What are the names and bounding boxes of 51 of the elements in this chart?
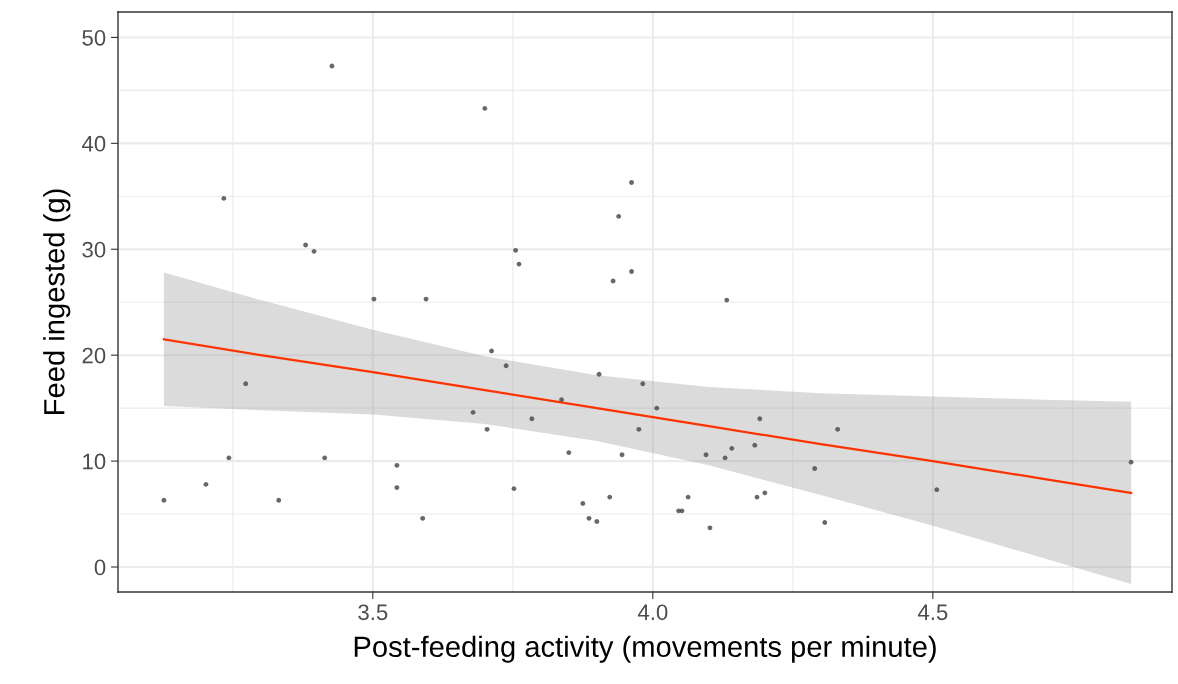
point — [594, 519, 600, 524]
point — [420, 515, 426, 521]
point — [636, 426, 642, 432]
y-tick-label: 10 — [83, 453, 106, 470]
point — [484, 426, 490, 432]
point — [724, 297, 730, 303]
y-tick-label: 50 — [82, 29, 106, 46]
point — [529, 416, 535, 422]
y-tick-label: 20 — [82, 347, 106, 364]
point — [221, 196, 227, 201]
point — [322, 455, 328, 461]
point — [276, 497, 282, 503]
point — [161, 497, 167, 503]
y-axis-title: Feed ingested (g) — [43, 189, 71, 414]
y-tick-label: 30 — [82, 241, 106, 258]
y-tick-label: 40 — [81, 135, 106, 152]
point — [203, 481, 209, 487]
point — [513, 247, 519, 253]
point — [566, 450, 572, 456]
x-tick-label: 4.0 — [637, 604, 668, 621]
point — [482, 105, 488, 111]
point — [586, 515, 592, 521]
point — [394, 462, 400, 468]
point — [559, 397, 564, 403]
point — [654, 405, 660, 411]
point — [607, 494, 613, 500]
point — [703, 452, 709, 458]
point — [619, 452, 625, 458]
y-tick-label: 0 — [94, 559, 106, 576]
point — [752, 442, 758, 448]
x-axis-title: Post-feeding activity (movements per minute) — [354, 635, 936, 663]
line-series — [162, 338, 1133, 494]
point — [934, 487, 940, 493]
point — [596, 371, 602, 377]
point — [729, 445, 735, 451]
point — [640, 381, 646, 387]
point — [707, 525, 713, 531]
x-tick-label: 4.5 — [917, 604, 948, 621]
point — [394, 485, 400, 490]
point — [580, 501, 586, 506]
x-tick-label: 3.5 — [358, 604, 388, 621]
point — [812, 466, 818, 471]
point — [822, 520, 828, 525]
point — [629, 180, 634, 185]
point — [616, 214, 622, 219]
point — [243, 381, 249, 387]
point — [503, 363, 509, 369]
point — [470, 409, 476, 415]
point — [757, 416, 763, 422]
point — [629, 269, 634, 274]
point — [835, 426, 841, 432]
